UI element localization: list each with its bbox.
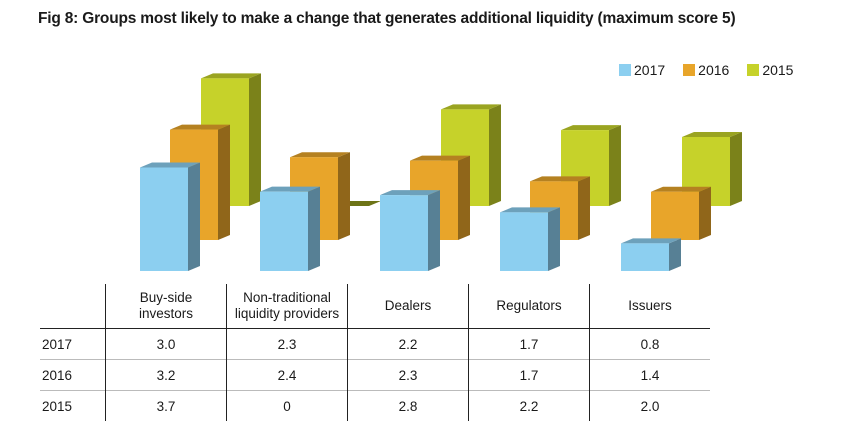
legend-item-2016: 2016 [683,62,729,78]
row-label: 2015 [40,390,106,421]
table-row: 2016 3.2 2.4 2.3 1.7 1.4 [40,359,710,391]
legend-label: 2015 [762,62,794,78]
table-cell: 3.0 [105,328,227,360]
table-cell: 2.8 [347,390,469,421]
table-cell: 2.3 [347,359,469,391]
column-header-line: liquidity providers [234,306,340,321]
table-cell: 2.4 [226,359,348,391]
table-cell: 2.2 [347,328,469,360]
table-row: 2015 3.7 0 2.8 2.2 2.0 [40,390,710,421]
bar-2016-4 [651,186,711,240]
table-cell: 3.2 [105,359,227,391]
column-header: Non-traditional liquidity providers [226,284,348,329]
legend-swatch [747,64,760,76]
table-cell: 0 [226,390,348,421]
column-header-line: Buy-side [139,290,193,305]
bar-2017-1 [260,186,320,271]
legend-label: 2016 [698,62,730,78]
legend: 2017 2016 2015 [619,62,793,78]
column-header-line: Regulators [496,298,562,313]
legend-swatch [619,64,631,76]
bar-2017-0 [140,162,200,271]
table-cell: 1.4 [589,359,710,391]
table-cell: 1.7 [468,359,590,391]
column-header: Issuers [589,284,710,329]
legend-label: 2017 [634,62,666,78]
column-header-line: Dealers [384,298,432,313]
table-cell: 2.2 [468,390,590,421]
row-label: 2016 [40,359,106,391]
column-header-line: Non-traditional [243,290,331,305]
table-cell: 1.7 [468,328,590,360]
table-cell: 2.3 [226,328,348,360]
column-header: Regulators [468,284,590,329]
bar-2017-4 [621,238,681,271]
table-corner [40,284,106,329]
table-cell: 3.7 [105,390,227,421]
table-cell: 2.0 [589,390,710,421]
column-header: Buy-side investors [105,284,227,329]
table-cell: 0.8 [589,328,710,360]
bar-2017-3 [500,207,560,271]
legend-swatch [683,64,696,76]
row-label: 2017 [40,328,106,360]
bar-2017-2 [380,190,440,271]
chart-title: Fig 8: Groups most likely to make a chan… [38,10,736,27]
column-header: Dealers [347,284,469,329]
data-table: Buy-side investors Non-traditional liquidit… [40,284,710,421]
column-header-line: investors [138,306,194,321]
legend-item-2015: 2015 [747,62,793,78]
legend-item-2017: 2017 [619,62,665,78]
column-header-line: Issuers [628,298,672,313]
table-row: 2017 3.0 2.3 2.2 1.7 0.8 [40,328,710,360]
